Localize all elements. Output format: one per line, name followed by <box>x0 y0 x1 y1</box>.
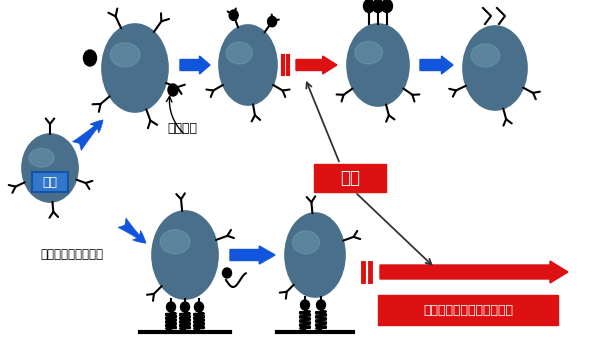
Ellipse shape <box>181 302 190 312</box>
Ellipse shape <box>223 268 232 278</box>
FancyArrow shape <box>180 56 210 74</box>
Text: 成長因子: 成長因子 <box>167 121 197 134</box>
Ellipse shape <box>347 24 409 106</box>
Text: 固定化した成長因子: 固定化した成長因子 <box>41 248 104 261</box>
Ellipse shape <box>160 230 190 254</box>
Ellipse shape <box>229 10 238 20</box>
Ellipse shape <box>110 43 140 67</box>
Ellipse shape <box>219 25 277 105</box>
Ellipse shape <box>152 211 218 299</box>
Ellipse shape <box>285 213 345 297</box>
FancyBboxPatch shape <box>314 164 386 192</box>
Ellipse shape <box>373 0 383 13</box>
Ellipse shape <box>268 16 277 27</box>
Ellipse shape <box>194 302 203 312</box>
Ellipse shape <box>317 300 325 310</box>
Ellipse shape <box>226 42 253 64</box>
FancyBboxPatch shape <box>32 172 68 192</box>
Ellipse shape <box>301 300 310 310</box>
Ellipse shape <box>382 0 392 13</box>
Text: 尊激: 尊激 <box>340 169 360 187</box>
Ellipse shape <box>102 24 168 112</box>
Ellipse shape <box>29 148 54 167</box>
FancyArrow shape <box>420 56 453 74</box>
Ellipse shape <box>168 84 178 96</box>
Ellipse shape <box>22 134 78 202</box>
FancyArrow shape <box>380 261 568 283</box>
FancyArrow shape <box>230 246 275 264</box>
Ellipse shape <box>463 26 527 110</box>
Text: 細胞: 細胞 <box>43 176 58 188</box>
Ellipse shape <box>355 42 383 64</box>
Ellipse shape <box>83 50 97 66</box>
FancyBboxPatch shape <box>378 295 558 325</box>
Text: 長期間細胞成長尊激が持続: 長期間細胞成長尊激が持続 <box>423 304 513 317</box>
Ellipse shape <box>471 44 500 67</box>
Ellipse shape <box>364 0 374 13</box>
FancyArrow shape <box>296 56 337 74</box>
Ellipse shape <box>293 231 320 254</box>
Ellipse shape <box>167 302 176 312</box>
